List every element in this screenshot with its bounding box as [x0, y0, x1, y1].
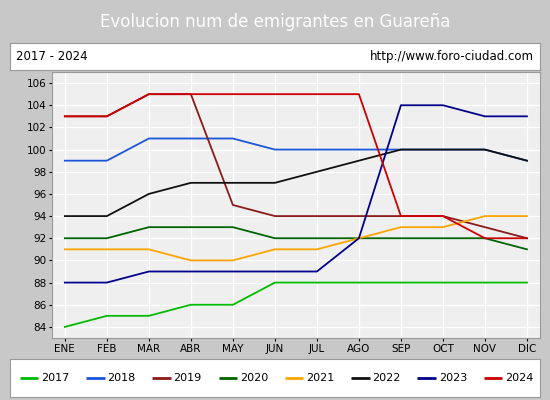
Text: http://www.foro-ciudad.com: http://www.foro-ciudad.com	[370, 50, 534, 63]
Text: 2023: 2023	[439, 373, 467, 383]
Text: 2020: 2020	[240, 373, 268, 383]
Text: 2021: 2021	[306, 373, 334, 383]
Text: Evolucion num de emigrantes en Guareña: Evolucion num de emigrantes en Guareña	[100, 13, 450, 31]
Text: 2017 - 2024: 2017 - 2024	[16, 50, 88, 63]
Text: 2018: 2018	[107, 373, 135, 383]
Text: 2022: 2022	[372, 373, 401, 383]
Text: 2024: 2024	[505, 373, 534, 383]
Text: 2019: 2019	[174, 373, 202, 383]
Text: 2017: 2017	[41, 373, 69, 383]
